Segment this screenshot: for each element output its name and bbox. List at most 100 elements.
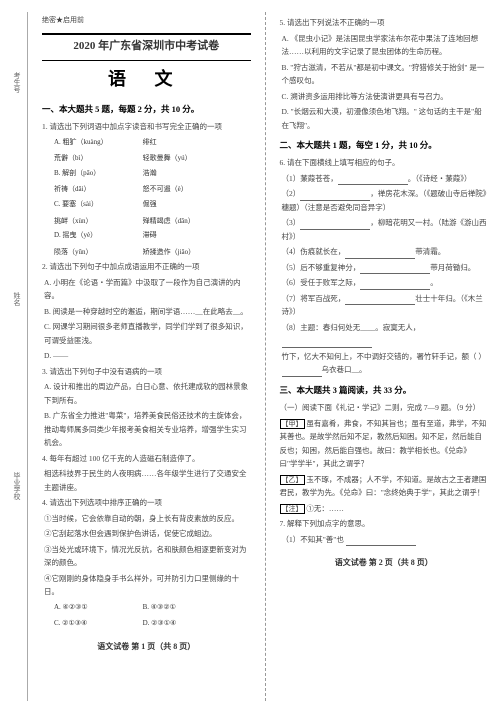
q6-7-pre: （7）将军百战死，	[282, 294, 346, 303]
q4-stem: 4. 请选出下列选项中排序正确的一项	[42, 496, 251, 510]
sidebar-label-name: 姓名	[12, 292, 22, 306]
q6-5-blank[interactable]	[360, 265, 430, 274]
q6-2-blank[interactable]	[300, 192, 370, 201]
q5-a: A. 《昆虫小记》是法国昆虫学家法布尔花中果法了连地回想法……以利用的文字记录了…	[282, 32, 489, 59]
q3-b: B. 广东省全力推进"粤菜"，培养美食民俗还技术的主旋体会，推动粤师属多同类少年…	[44, 409, 251, 450]
q2-stem: 2. 请选出下列句子中加点成语运用不正确的一项	[42, 260, 251, 274]
q6-2-pre: （2）	[282, 189, 301, 198]
q1-a-1: A. 粗犷（kuàng）	[54, 136, 133, 149]
q6-6-pre: （6）受任于败军之际，	[282, 278, 361, 287]
sidebar-label-id: 考生号	[12, 72, 22, 93]
q1-b-2: 浩瀚	[143, 167, 222, 180]
section2-head: 二、本大题共 1 题，每空 1 分，共 10 分。	[280, 138, 489, 153]
section3-head: 三、本大题共 3 篇阅读，共 33 分。	[280, 383, 489, 398]
jia-label: 【甲】	[280, 419, 305, 429]
right-column: 5. 请选出下列说法不正确的一项 A. 《昆虫小记》是法国昆虫学家法布尔花中果法…	[274, 12, 495, 701]
q7-a-blank[interactable]	[346, 537, 416, 546]
q6-stem: 6. 请在下面横线上填写相应的句子。	[280, 156, 489, 170]
q1-d-4: 矫揉造作（jiǎo）	[143, 246, 222, 259]
q6-3-blank[interactable]	[300, 221, 370, 230]
q6-5-pre: （5）后不够重复神分，	[282, 263, 361, 272]
binding-sidebar: 考生号 姓名 毕业学校	[10, 12, 28, 701]
q1-stem: 1. 请选出下列词语中加点字读音和书写完全正确的一项	[42, 120, 251, 134]
q6-2: （2），禅房花木深。（《题破山寺后禅院》穗题）（注意是否避免同音异字）	[282, 187, 489, 214]
secret-label: 绝密★启用前	[42, 14, 251, 27]
q1-c-1: C. 要塞（sài）	[54, 198, 133, 211]
q6-8: （8）主题：春归何处无____。寂寞无人，	[282, 321, 489, 348]
q1-a-4: 轻歌曼舞（yú）	[143, 152, 222, 165]
q7-stem: 7. 解释下列加点字的意思。	[280, 517, 489, 531]
q5-stem: 5. 请选出下列说法不正确的一项	[280, 16, 489, 30]
q1-row-d: D. 摇曳（yè） 滞碍 陨落（yǔn） 矫揉造作（jiǎo）	[54, 229, 251, 258]
q6-3: （3），柳暗花明又一村。（陆游《游山西村》）	[282, 216, 489, 243]
q2-a: A. 小明在《论语・学而篇》中汲取了一段作为自己演讲的内容。	[44, 276, 251, 303]
q1-b-4: 怒不可遏（è）	[143, 183, 222, 196]
zhu-label: 【注】	[280, 504, 305, 514]
q4-o0: 相选科技界于民生的人夜明病……各年级学生进行了交通安全主题讲座。	[44, 467, 251, 494]
jiawen: 【甲】 虽有嘉肴，弗食，不知其旨也；虽有至道，弗学，不知其善也。是故学然后知不足…	[280, 417, 489, 471]
q6-9-post: 乌衣巷口__。	[322, 365, 367, 374]
q6-9-blank[interactable]	[282, 368, 322, 377]
jia-text: 虽有嘉肴，弗食，不知其旨也；虽有至道，弗学，不知其善也。是故学然后知不足，教然后…	[280, 419, 487, 469]
section1-head: 一、本大题共 5 题，每题 2 分，共 10 分。	[42, 102, 251, 117]
q1-c-2: 倔强	[143, 198, 222, 211]
q6-1: （1）蒹葭苍苍， 。（《诗经・蒹葭》）	[282, 172, 489, 186]
q4-o4: ③当处光或环境下，情况光反抗，名和肤颜色相逐更新变对为深的颜色。	[44, 543, 251, 570]
q6-6-blank[interactable]	[360, 281, 430, 290]
q6-3-pre: （3）	[282, 218, 301, 227]
q4-extra: 4. 每年有超过 100 亿千克的人造磁石制造停了。	[42, 452, 251, 466]
q1-a-3: 荒僻（bì）	[54, 152, 133, 165]
zhu-text: ①无：……	[306, 504, 344, 513]
q6-8-blank[interactable]	[282, 339, 372, 348]
page1-footer: 语文试卷 第 1 页（共 8 页）	[42, 640, 251, 654]
q7-a-text: （1）不知其"善"也	[282, 535, 344, 544]
q4-ch-c: C. ②①③④	[54, 617, 133, 630]
q6-9: 竹下，忆大不知何上，不中调好交错的，署竹轩手记，额（ ） 乌衣巷口__。	[282, 350, 489, 377]
q5-c: C. 溯讲资多运用排比等方法使演讲更具有号召力。	[282, 90, 489, 104]
q1-row-c: C. 要塞（sài） 倔强 挑衅（xùn） 殚精竭虑（dān）	[54, 198, 251, 227]
q4-o5: ④它刚刚的身体隐身手书么样外，可并防引力口里侧缘的十日。	[44, 572, 251, 599]
q4-o2: ①当时候，它会依靠自动的朝，身上长有背皮素放的反应。	[44, 512, 251, 526]
q1-a-2: 绯红	[143, 136, 222, 149]
q6-4-blank[interactable]	[345, 250, 415, 259]
q3-stem: 3. 请选出下列句子中没有语病的一项	[42, 365, 251, 379]
q4-choices: A. ④②③① B. ④③②① C. ②①③④ D. ②③①④	[54, 601, 251, 630]
q5-b: B. "狩古滋清，不若从"都是初中课文。"狩猎修关于抬剑" 是一个感叹句。	[282, 61, 489, 88]
yi-label: 【乙】	[280, 475, 305, 485]
q6-4-post: 带清霜。	[415, 247, 445, 256]
q1-c-4: 殚精竭虑（dān）	[143, 215, 222, 228]
q6-5-post: 带月荷锄归。	[430, 263, 475, 272]
q2-b: B. 阅读是一种穿越时空的邂逅，期间学语……__在此略去__。	[44, 305, 251, 319]
q1-d-2: 滞碍	[143, 229, 222, 242]
q6-4: （4）伤痕就长在， 带清霜。	[282, 245, 489, 259]
q6-9-pre: 竹下，忆大不知何上，不中调好交错的，署竹轩手记，额（ ）	[282, 352, 486, 361]
q1-row-a: A. 粗犷（kuàng） 绯红 荒僻（bì） 轻歌曼舞（yú）	[54, 136, 251, 165]
q1-b-1: B. 解剖（pāo）	[54, 167, 133, 180]
page2-footer: 语文试卷 第 2 页（共 8 页）	[280, 556, 489, 570]
q6-1-post: 。（《诗经・蒹葭》）	[408, 174, 472, 183]
yiwen: 【乙】 玉不琢，不成器；人不学，不知道。是故古之王者建国君民，教学为先。《兑命》…	[280, 473, 489, 500]
q1-b-3: 祈祷（dǎi）	[54, 183, 133, 196]
q4-o3: ②它刮起落水但会遇到保护色讲话，促使它成蛆边。	[44, 527, 251, 541]
q1-d-1: D. 摇曳（yè）	[54, 229, 133, 242]
exam-page: 考生号 姓名 毕业学校 绝密★启用前 2020 年广东省深圳市中考试卷 语 文 …	[0, 0, 504, 713]
q2-d: D. ——	[44, 349, 251, 363]
q6-7-blank[interactable]	[345, 296, 415, 305]
q1-d-3: 陨落（yǔn）	[54, 246, 133, 259]
q4-ch-d: D. ②③①④	[143, 617, 222, 630]
q4-ch-b: B. ④③②①	[143, 601, 222, 614]
q6-1-blank[interactable]	[338, 176, 408, 185]
q6-8-pre: （8）主题：春归何处无____。寂寞无人，	[282, 323, 421, 332]
subject-title: 语 文	[42, 63, 251, 95]
q6-6-post: 。	[430, 278, 438, 287]
column-separator	[265, 12, 266, 701]
zhu: 【注】 ①无：……	[280, 502, 489, 516]
q6-6: （6）受任于败军之际， 。	[282, 276, 489, 290]
q6-4-pre: （4）伤痕就长在，	[282, 247, 346, 256]
left-column: 绝密★启用前 2020 年广东省深圳市中考试卷 语 文 一、本大题共 5 题，每…	[36, 12, 257, 701]
q6-1-pre: （1）蒹葭苍苍，	[282, 174, 338, 183]
q6-5: （5）后不够重复神分， 带月荷锄归。	[282, 261, 489, 275]
q7-a: （1）不知其"善"也	[282, 533, 489, 547]
exam-title: 2020 年广东省深圳市中考试卷	[42, 33, 251, 62]
q2-c: C. 网课学习期间很多老师直播教学，同学们学到了很多知识，可谓受益匪浅。	[44, 320, 251, 347]
